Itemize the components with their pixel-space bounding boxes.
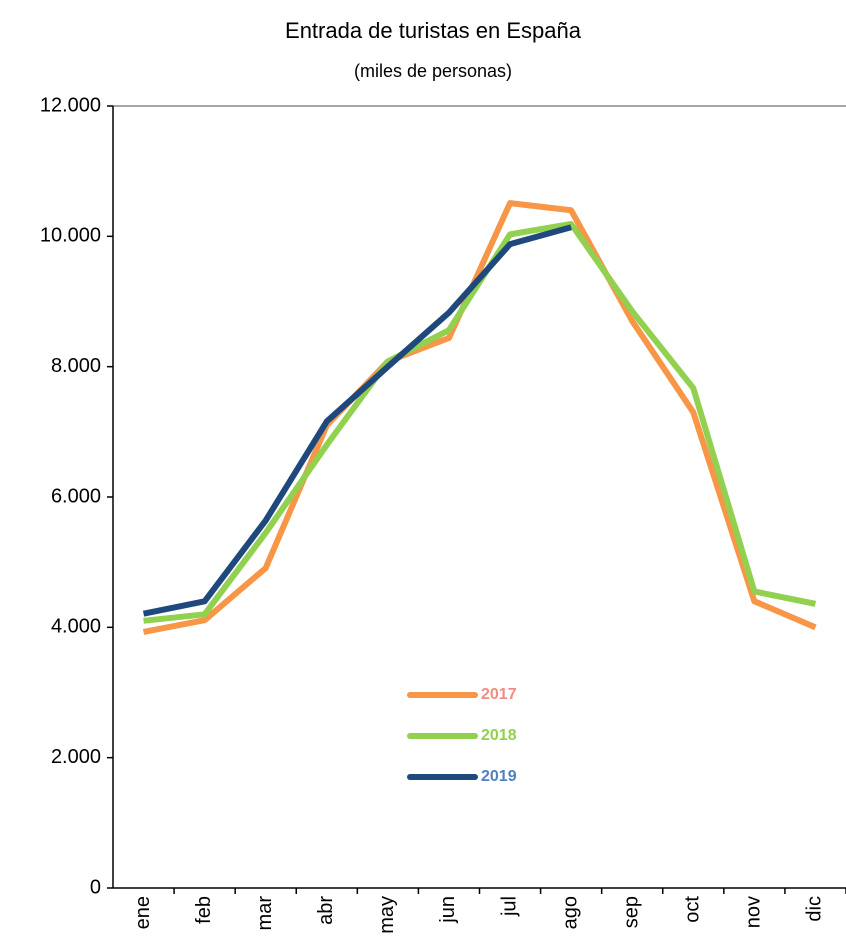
legend-label: 2018 — [481, 727, 517, 744]
y-tick-label: 12.000 — [40, 94, 101, 116]
x-tick-label: mar — [254, 896, 276, 931]
x-tick-label: nov — [743, 896, 765, 928]
y-tick-label: 4.000 — [51, 616, 101, 638]
line-series — [143, 220, 817, 624]
chart-subtitle: (miles de personas) — [354, 61, 512, 81]
y-tick-label: 8.000 — [51, 355, 101, 377]
y-tick-label: 6.000 — [51, 485, 101, 507]
line-series — [142, 224, 572, 617]
x-tick-label: may — [376, 896, 398, 934]
y-tick-label: 10.000 — [40, 225, 101, 247]
y-tick-label: 2.000 — [51, 746, 101, 768]
line-series — [142, 200, 817, 635]
y-tick-label: 0 — [90, 876, 101, 898]
x-tick-label: dic — [804, 896, 826, 922]
x-tick-label: sep — [620, 896, 642, 928]
legend-label: 2019 — [481, 768, 517, 785]
x-tick-label: oct — [682, 896, 704, 923]
chart-title: Entrada de turistas en España — [285, 18, 582, 43]
x-tick-label: jun — [437, 896, 459, 924]
x-tick-label: jul — [498, 896, 520, 917]
x-tick-label: ene — [132, 896, 154, 929]
x-tick-label: ago — [559, 896, 581, 929]
x-tick-label: feb — [193, 896, 215, 924]
x-tick-label: abr — [315, 896, 337, 925]
legend-label: 2017 — [481, 686, 517, 703]
